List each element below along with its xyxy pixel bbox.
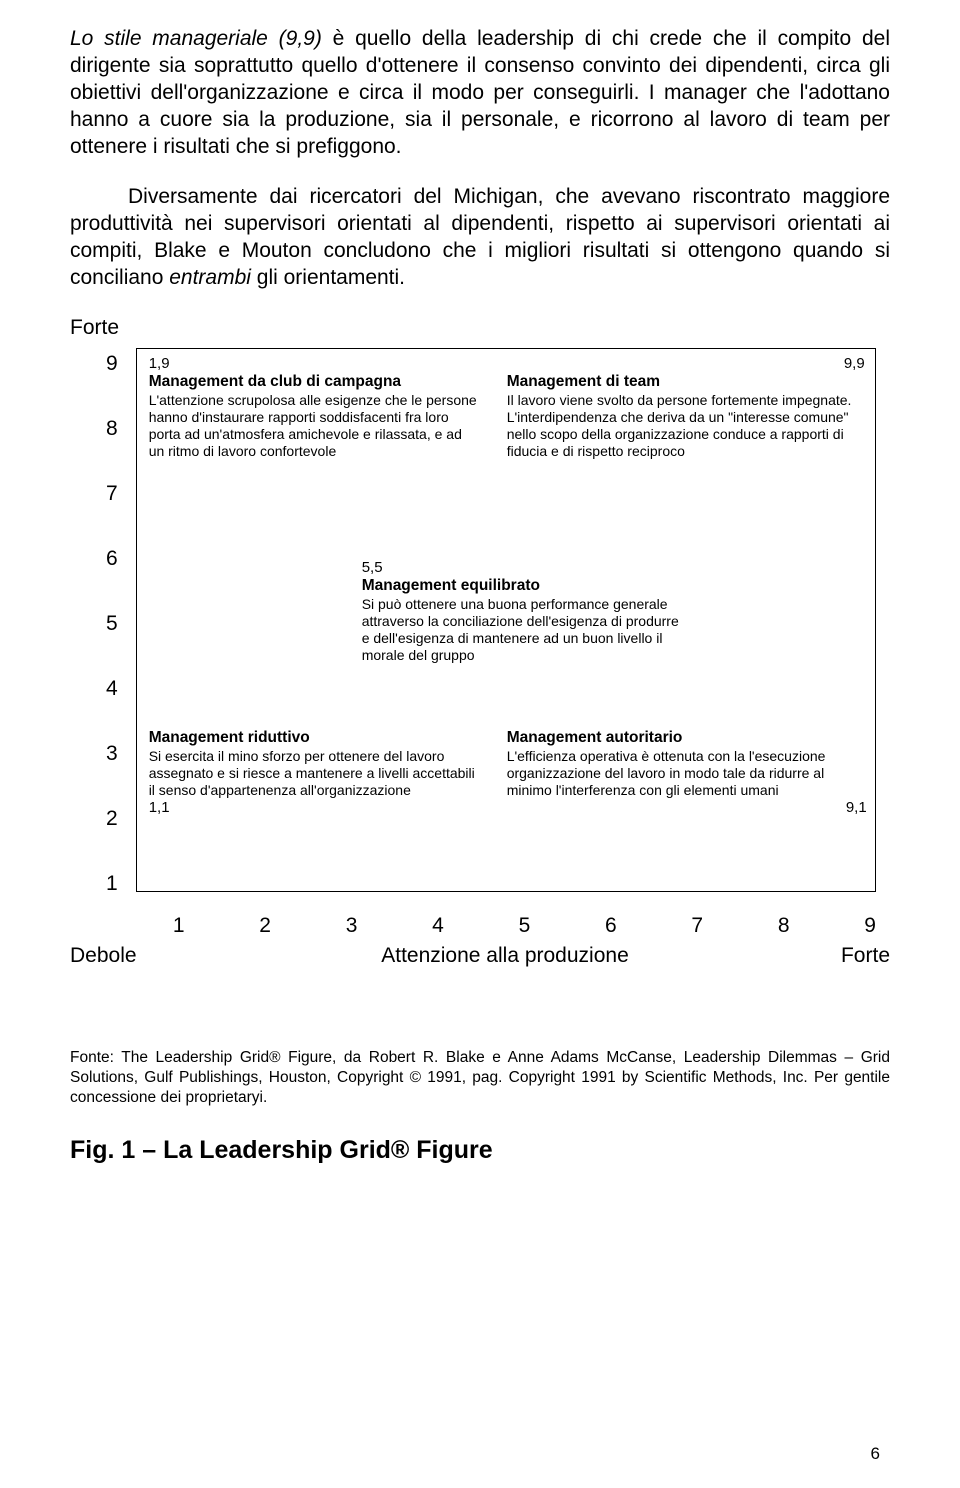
coord-9-1: 9,1 xyxy=(507,799,867,817)
p2-c: gli orientamenti. xyxy=(251,266,405,289)
x-tick: 4 xyxy=(432,914,444,938)
cell-1-9-title: Management da club di campagna xyxy=(149,373,479,392)
x-axis-labels: Debole Attenzione alla produzione Forte xyxy=(70,944,890,968)
figure-caption: Fig. 1 – La Leadership Grid® Figure xyxy=(70,1136,890,1165)
cell-5-5-desc: Si può ottenere una buona performance ge… xyxy=(362,596,682,664)
y-tick: 5 xyxy=(106,612,118,636)
coord-5-5: 5,5 xyxy=(362,559,682,577)
cell-1-9-desc: L'attenzione scrupolosa alle esigenze ch… xyxy=(149,392,479,460)
style-name: Lo stile manageriale (9,9) xyxy=(70,27,322,50)
y-tick: 8 xyxy=(106,417,118,441)
x-axis-title: Attenzione alla produzione xyxy=(160,944,810,968)
y-axis: 9 8 7 6 5 4 3 2 1 xyxy=(70,348,136,900)
coord-1-9: 1,9 xyxy=(149,355,170,372)
x-tick: 1 xyxy=(173,914,185,938)
cell-9-9: Management di team Il lavoro viene svolt… xyxy=(507,373,857,460)
y-tick: 1 xyxy=(106,872,118,896)
x-tick: 2 xyxy=(259,914,271,938)
y-tick: 6 xyxy=(106,547,118,571)
y-tick: 3 xyxy=(106,742,118,766)
grid-box: 1,9 9,9 Management da club di campagna L… xyxy=(136,348,876,892)
cell-9-9-title: Management di team xyxy=(507,373,857,392)
cell-9-9-desc: Il lavoro viene svolto da persone fortem… xyxy=(507,392,857,460)
paragraph-1: Lo stile manageriale (9,9) è quello dell… xyxy=(70,26,890,160)
x-axis: 1 2 3 4 5 6 7 8 9 xyxy=(70,914,890,938)
x-axis-label-right: Forte xyxy=(810,944,890,968)
p2-b: entrambi xyxy=(169,266,251,289)
cell-5-5: 5,5 Management equilibrato Si può ottene… xyxy=(362,559,682,665)
y-tick: 4 xyxy=(106,677,118,701)
coord-9-9: 9,9 xyxy=(844,355,865,372)
coord-1-1: 1,1 xyxy=(149,799,479,817)
y-tick: 2 xyxy=(106,807,118,831)
cell-1-1-desc: Si esercita il mino sforzo per ottenere … xyxy=(149,748,479,799)
x-tick: 7 xyxy=(691,914,703,938)
leadership-grid: 9 8 7 6 5 4 3 2 1 1,9 9,9 Management da … xyxy=(70,348,890,900)
x-tick: 5 xyxy=(519,914,531,938)
page-number: 6 xyxy=(871,1444,880,1464)
y-tick: 7 xyxy=(106,482,118,506)
cell-1-1-title: Management riduttivo xyxy=(149,729,479,748)
x-tick: 3 xyxy=(346,914,358,938)
cell-1-1: Management riduttivo Si esercita il mino… xyxy=(149,729,479,817)
x-tick: 9 xyxy=(864,914,876,938)
y-tick: 9 xyxy=(106,352,118,376)
cell-9-1: Management autoritario L'efficienza oper… xyxy=(507,729,867,817)
y-axis-label-bottom: Debole xyxy=(70,944,160,968)
x-tick: 6 xyxy=(605,914,617,938)
cell-1-9: Management da club di campagna L'attenzi… xyxy=(149,373,479,460)
cell-5-5-title: Management equilibrato xyxy=(362,577,682,596)
top-coord-row: 1,9 9,9 xyxy=(149,355,865,372)
cell-9-1-desc: L'efficienza operativa è ottenuta con la… xyxy=(507,748,867,799)
x-tick: 8 xyxy=(778,914,790,938)
y-axis-label-top: Forte xyxy=(70,316,890,340)
source-citation: Fonte: The Leadership Grid® Figure, da R… xyxy=(70,1048,890,1108)
cell-9-1-title: Management autoritario xyxy=(507,729,867,748)
paragraph-2: Diversamente dai ricercatori del Michiga… xyxy=(70,184,890,292)
